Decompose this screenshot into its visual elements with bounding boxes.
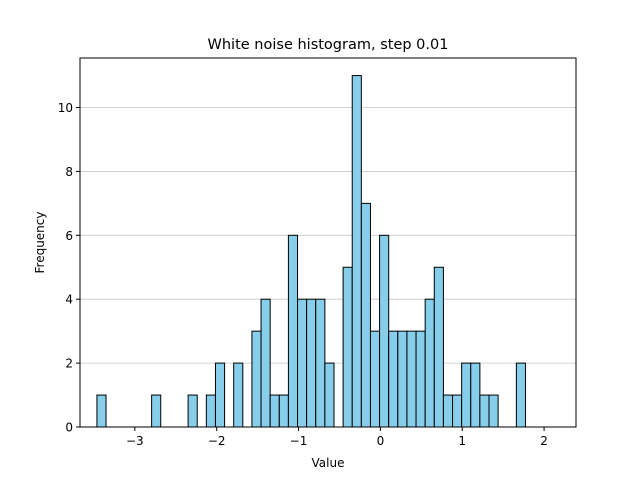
x-tick-label: −3 (126, 434, 144, 448)
histogram-bar (297, 298, 308, 428)
histogram-bar (278, 394, 289, 428)
histogram-bar (488, 394, 499, 428)
y-tick-label: 2 (65, 357, 73, 371)
y-tick-label: 0 (65, 421, 73, 435)
x-tick-label: −1 (290, 434, 308, 448)
x-tick-label: 1 (458, 434, 466, 448)
y-tick-label: 4 (65, 293, 73, 307)
x-tick-label: −2 (208, 434, 226, 448)
histogram-bar (306, 298, 317, 428)
histogram-bar (251, 330, 262, 428)
histogram-bar (470, 362, 481, 428)
histogram-bar (406, 330, 417, 428)
histogram-bar (269, 394, 280, 428)
histogram-bar (324, 362, 335, 428)
histogram-bar (360, 202, 371, 428)
histogram-bar (214, 362, 226, 428)
x-axis-label: Value (312, 456, 345, 470)
grid-lines (80, 107, 576, 364)
histogram-bars (96, 75, 526, 428)
y-tick-label: 8 (65, 165, 73, 179)
histogram-bar (452, 394, 463, 428)
histogram-bar (233, 362, 244, 428)
histogram-bar (260, 298, 271, 428)
histogram-bar (397, 330, 408, 428)
histogram-bar (315, 298, 326, 428)
x-tick-label: 2 (540, 434, 548, 448)
histogram-bar (205, 394, 216, 428)
plot-frame (79, 57, 577, 428)
histogram-bar (442, 394, 454, 428)
y-tick-label: 10 (58, 101, 73, 115)
histogram-bar (187, 394, 198, 428)
histogram-bar (151, 394, 162, 428)
histogram-bar (369, 330, 381, 428)
histogram-bar (424, 298, 435, 428)
histogram-bar (433, 266, 444, 428)
y-axis-label: Frequency (33, 212, 47, 274)
y-tick-label: 6 (65, 229, 73, 243)
histogram-bar (515, 362, 526, 428)
y-axis-ticks: 0 2 4 6 8 10 (58, 101, 80, 435)
histogram-bar (342, 266, 353, 428)
chart-title: White noise histogram, step 0.01 (208, 37, 449, 53)
histogram-bar (287, 234, 299, 428)
histogram-bar (415, 330, 426, 428)
histogram-bar (96, 394, 107, 428)
histogram-bar (351, 75, 362, 428)
x-axis-ticks: −3 −2 −1 0 1 2 (126, 427, 548, 448)
histogram-bar (388, 330, 399, 428)
histogram-bar (479, 394, 490, 428)
x-tick-label: 0 (377, 434, 385, 448)
histogram-bar (379, 234, 390, 428)
histogram-bar (461, 362, 472, 428)
